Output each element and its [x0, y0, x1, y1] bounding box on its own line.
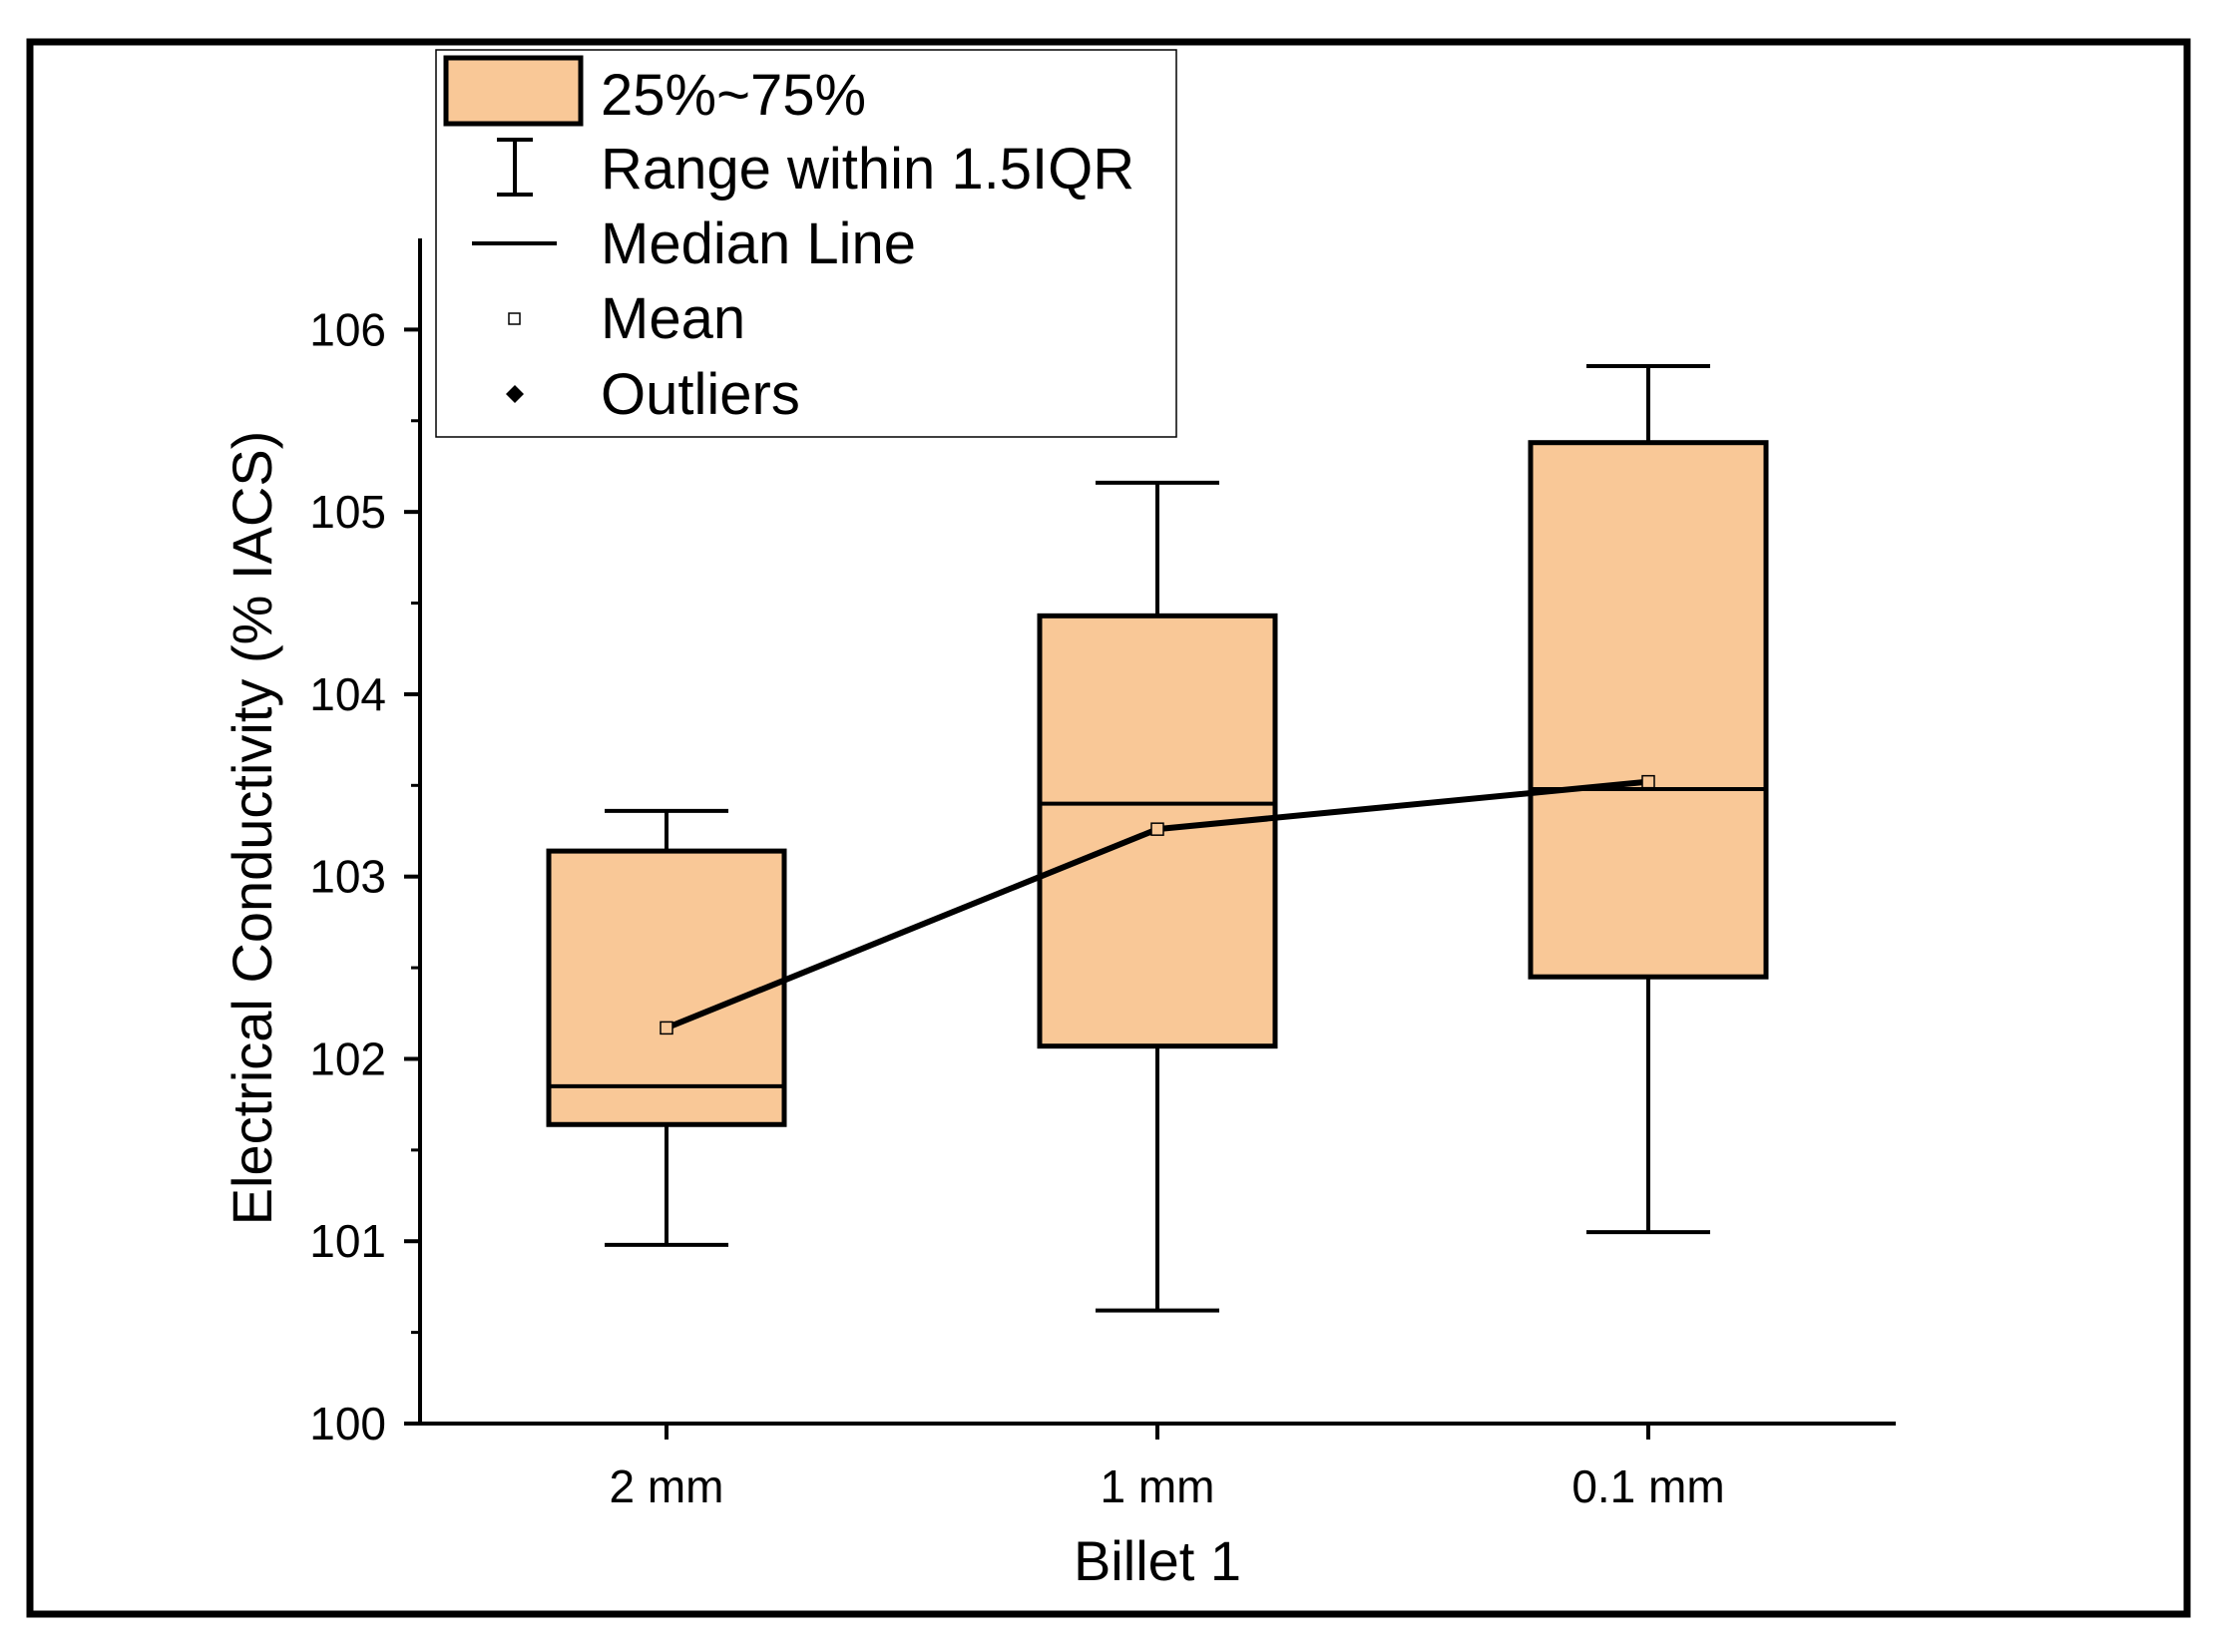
iqr-box — [1528, 440, 1769, 980]
legend-label-box: 25%~75% — [601, 63, 866, 128]
x-ticks: 2 mm 1 mm 0.1 mm — [610, 1424, 1725, 1512]
y-tick-label: 100 — [309, 1398, 386, 1449]
iqr-box — [546, 848, 787, 1127]
box-group — [546, 808, 787, 1247]
mean-layer — [660, 774, 1655, 1035]
mean-marker — [660, 1021, 673, 1035]
y-tick-label: 102 — [309, 1032, 386, 1084]
legend-outlier-symbol — [506, 385, 524, 403]
legend-label-median: Median Line — [601, 211, 916, 276]
x-tick-label: 2 mm — [610, 1460, 724, 1512]
legend-label-whisker: Range within 1.5IQR — [601, 137, 1134, 202]
legend-mean-symbol — [508, 312, 521, 325]
y-tick-label: 105 — [309, 486, 386, 538]
y-tick-label: 106 — [309, 303, 386, 355]
legend-whisker-symbol — [497, 138, 533, 197]
legend-label-mean: Mean — [601, 286, 745, 351]
box-plots — [546, 363, 1769, 1313]
y-axis-title: Electrical Conductivity (% IACS) — [221, 431, 283, 1226]
mean-marker — [1150, 822, 1164, 836]
y-ticks: 100 101 102 103 104 105 106 — [309, 303, 420, 1449]
mean-marker — [1641, 774, 1655, 789]
x-tick-label: 0.1 mm — [1571, 1460, 1724, 1512]
y-tick-label: 103 — [309, 851, 386, 903]
x-tick-label: 1 mm — [1101, 1460, 1215, 1512]
x-axis-title: Billet 1 — [1074, 1529, 1241, 1592]
legend: 25%~75% Range within 1.5IQR Median Line … — [435, 49, 1177, 438]
legend-label-outliers: Outliers — [601, 362, 800, 427]
y-tick-label: 101 — [309, 1215, 386, 1267]
box-group — [1528, 363, 1769, 1235]
legend-box-symbol — [443, 55, 584, 127]
y-tick-label: 104 — [309, 668, 386, 720]
